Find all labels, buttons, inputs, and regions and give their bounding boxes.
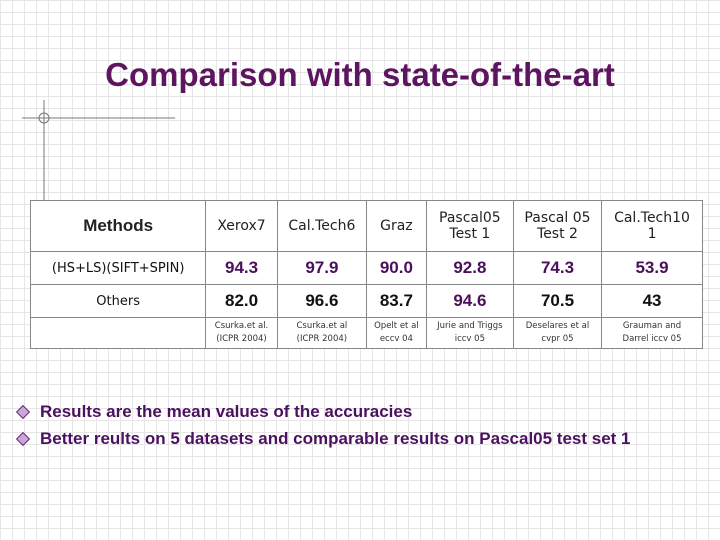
method-cell: Others xyxy=(29,284,207,318)
bullet-text: Better reults on 5 datasets and comparab… xyxy=(40,428,631,448)
citation-cell: Grauman and Darrel iccv 05 xyxy=(601,317,703,349)
decoration xyxy=(22,100,175,200)
cell-text: Darrel iccv 05 xyxy=(622,334,682,344)
bullet-list: Results are the mean values of the accur… xyxy=(14,398,631,452)
cell-text: Test 1 xyxy=(449,226,491,242)
cell-text: Cal.Tech6 xyxy=(288,218,356,234)
value-cell: 94.3 xyxy=(205,251,278,285)
value-cell: 96.6 xyxy=(276,284,368,318)
value-cell: 82.0 xyxy=(205,284,278,318)
cell-text: eccv 04 xyxy=(379,334,413,344)
cell-text: Jurie and Triggs xyxy=(437,321,503,331)
value-cell: 43 xyxy=(601,284,703,318)
value-cell: 83.7 xyxy=(366,284,427,318)
header-cell: Pascal05 Test 1 xyxy=(425,200,514,252)
citation-cell: Csurka.et al. (ICPR 2004) xyxy=(205,317,278,349)
bullet-text: Results are the mean values of the accur… xyxy=(40,401,413,421)
value-cell: 92.8 xyxy=(425,251,514,285)
value-cell: 74.3 xyxy=(512,251,603,285)
citation-row: Csurka.et al. (ICPR 2004) Csurka.et al (ICP… xyxy=(29,317,703,349)
header-cell: Cal.Tech6 xyxy=(276,200,368,252)
cell-text: Pascal 05 xyxy=(524,210,591,226)
cell-text: Graz xyxy=(380,218,413,234)
cell-text: Xerox7 xyxy=(217,218,266,234)
value-cell: 94.6 xyxy=(425,284,514,318)
citation-cell: Opelt et al eccv 04 xyxy=(366,317,427,349)
cell-text: Opelt et al xyxy=(374,321,419,331)
header-cell: Methods xyxy=(29,200,207,252)
header-cell: Xerox7 xyxy=(205,200,278,252)
slide-title: Comparison with state-of-the-art xyxy=(105,56,615,93)
cell-text: Deselares et al xyxy=(525,321,590,331)
cell-text: Grauman and xyxy=(622,321,682,331)
results-table: Methods Xerox7 Cal.Tech6 Graz Pascal05 Test 1… xyxy=(29,200,703,349)
header-cell: Cal.Tech10 1 xyxy=(601,200,703,252)
header-cell: Pascal 05 Test 2 xyxy=(512,200,603,252)
cell-text: (ICPR 2004) xyxy=(216,334,267,344)
bullet-item: Better reults on 5 datasets and comparab… xyxy=(14,425,631,452)
bullet-marker xyxy=(15,431,31,446)
cell-text: cvpr 05 xyxy=(541,334,574,344)
cell-text: (ICPR 2004) xyxy=(296,334,348,344)
cell-text: Csurka.et al xyxy=(296,321,348,331)
cell-text: iccv 05 xyxy=(454,334,485,344)
citation-cell: Jurie and Triggs iccv 05 xyxy=(425,317,514,349)
data-row: (HS+LS)(SIFT+SPIN) 94.3 97.9 90.0 92.8 74.3 53… xyxy=(29,251,703,285)
value-cell: 70.5 xyxy=(512,284,603,318)
value-cell: 53.9 xyxy=(601,251,703,285)
citation-cell: Csurka.et al (ICPR 2004) xyxy=(276,317,368,349)
cell-text: Methods xyxy=(83,216,154,235)
value-cell: 97.9 xyxy=(276,251,368,285)
data-row: Others 82.0 96.6 83.7 94.6 70.5 43 xyxy=(29,284,703,318)
method-cell: (HS+LS)(SIFT+SPIN) xyxy=(29,251,207,285)
value-cell: 90.0 xyxy=(366,251,427,285)
citation-cell: Deselares et al cvpr 05 xyxy=(512,317,603,349)
header-cell: Graz xyxy=(366,200,427,252)
cell-text: Pascal05 xyxy=(439,210,501,226)
citation-cell xyxy=(29,317,207,349)
header-row: Methods Xerox7 Cal.Tech6 Graz Pascal05 Test 1… xyxy=(29,200,703,252)
bullet-item: Results are the mean values of the accur… xyxy=(14,398,631,425)
bullet-marker xyxy=(15,404,31,419)
cell-text: Csurka.et al. xyxy=(214,321,269,331)
cell-text: Cal.Tech10 xyxy=(614,210,690,226)
cell-text: Test 2 xyxy=(537,226,578,242)
cell-text: 1 xyxy=(647,226,657,242)
